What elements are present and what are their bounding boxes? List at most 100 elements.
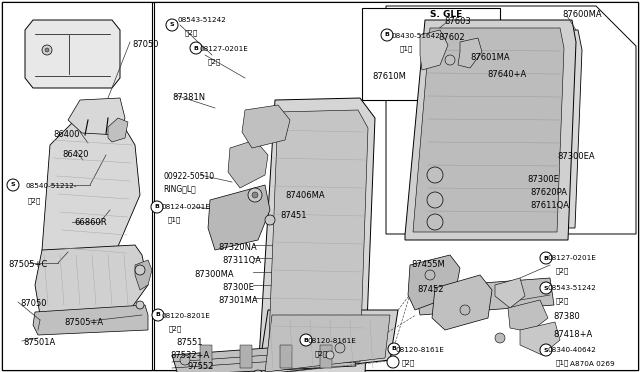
Bar — [2, 2, 152, 370]
Circle shape — [248, 188, 262, 202]
Text: S: S — [544, 285, 548, 291]
Circle shape — [180, 355, 190, 365]
Polygon shape — [413, 28, 564, 232]
Circle shape — [300, 334, 312, 346]
Text: S. GLE: S. GLE — [430, 10, 462, 19]
Polygon shape — [495, 278, 525, 308]
Polygon shape — [108, 118, 128, 142]
Circle shape — [540, 282, 552, 294]
Polygon shape — [420, 30, 448, 70]
Text: 08340-40642: 08340-40642 — [548, 347, 597, 353]
Polygon shape — [268, 110, 368, 365]
Text: 87320NA: 87320NA — [218, 243, 257, 252]
Bar — [200, 345, 212, 368]
Polygon shape — [466, 30, 582, 228]
Text: 87551: 87551 — [176, 338, 202, 347]
Text: 87451: 87451 — [280, 211, 307, 220]
Text: 08124-0201E: 08124-0201E — [161, 204, 210, 210]
Text: 87381N: 87381N — [172, 93, 205, 102]
Text: 87603: 87603 — [444, 17, 471, 26]
Text: 87300EA: 87300EA — [557, 152, 595, 161]
Text: 87300MA: 87300MA — [194, 270, 234, 279]
Polygon shape — [265, 315, 390, 372]
Circle shape — [445, 55, 455, 65]
Polygon shape — [508, 300, 548, 332]
Text: 08543-51242: 08543-51242 — [548, 285, 597, 291]
Polygon shape — [228, 140, 268, 188]
Text: B: B — [155, 205, 159, 209]
Circle shape — [252, 192, 258, 198]
Bar — [362, 8, 500, 100]
Text: 87601MA: 87601MA — [470, 53, 509, 62]
Text: （2）: （2） — [315, 350, 328, 357]
Bar — [73, 35, 108, 74]
Text: 87600MA: 87600MA — [562, 10, 602, 19]
Text: 87640+A: 87640+A — [487, 70, 526, 79]
Circle shape — [265, 215, 275, 225]
Text: 08540-51212-: 08540-51212- — [25, 183, 77, 189]
Text: 87050: 87050 — [132, 40, 159, 49]
Circle shape — [427, 214, 443, 230]
Text: S: S — [544, 347, 548, 353]
Text: （2）: （2） — [28, 197, 42, 203]
Polygon shape — [258, 98, 375, 372]
Text: （1）: （1） — [400, 45, 413, 52]
Text: 08543-51242: 08543-51242 — [178, 17, 227, 23]
Circle shape — [135, 265, 145, 275]
Circle shape — [166, 19, 178, 31]
Circle shape — [136, 301, 144, 309]
Circle shape — [495, 333, 505, 343]
Circle shape — [427, 192, 443, 208]
Text: 87300E: 87300E — [222, 283, 254, 292]
Text: （1）: （1） — [168, 216, 181, 222]
Polygon shape — [35, 245, 148, 315]
Circle shape — [151, 201, 163, 213]
Circle shape — [381, 29, 393, 41]
Text: 97552: 97552 — [187, 362, 213, 371]
Circle shape — [190, 42, 202, 54]
Circle shape — [152, 309, 164, 321]
Text: 87380: 87380 — [553, 312, 580, 321]
Text: B: B — [392, 346, 396, 352]
Text: B: B — [543, 256, 548, 260]
Text: 87602: 87602 — [438, 33, 465, 42]
Text: 08127-0201E: 08127-0201E — [200, 46, 249, 52]
Bar — [38, 56, 55, 72]
Text: B: B — [156, 312, 161, 317]
Text: 08430-51642: 08430-51642 — [392, 33, 441, 39]
Polygon shape — [135, 260, 152, 290]
Circle shape — [45, 48, 49, 52]
Text: 87620PA: 87620PA — [530, 188, 567, 197]
Circle shape — [388, 343, 400, 355]
Polygon shape — [386, 6, 636, 234]
Text: 87418+A: 87418+A — [553, 330, 592, 339]
Text: 87300E: 87300E — [527, 175, 559, 184]
Text: 86420: 86420 — [62, 150, 88, 159]
Polygon shape — [520, 322, 560, 355]
Text: 87406MA: 87406MA — [285, 191, 324, 200]
Text: 87050: 87050 — [20, 299, 47, 308]
Text: （2）: （2） — [208, 58, 221, 65]
Text: 87505+C: 87505+C — [8, 260, 47, 269]
Text: （2）: （2） — [556, 267, 570, 274]
Text: （2）: （2） — [402, 359, 415, 366]
Text: 87610M: 87610M — [372, 72, 406, 81]
Text: S: S — [11, 183, 15, 187]
Circle shape — [540, 344, 552, 356]
Circle shape — [326, 351, 334, 359]
Text: 08127-0201E: 08127-0201E — [548, 255, 597, 261]
Polygon shape — [68, 98, 125, 135]
Bar — [280, 345, 292, 368]
Polygon shape — [258, 310, 398, 372]
Text: B: B — [303, 337, 308, 343]
Circle shape — [387, 356, 399, 368]
Text: （2）: （2） — [185, 29, 198, 36]
Text: 08120-8161E: 08120-8161E — [395, 347, 444, 353]
Text: A870A 0269: A870A 0269 — [570, 361, 614, 367]
Polygon shape — [415, 278, 554, 315]
Circle shape — [540, 252, 552, 264]
Polygon shape — [242, 105, 290, 148]
Polygon shape — [33, 305, 148, 335]
Circle shape — [253, 370, 263, 372]
Circle shape — [42, 45, 52, 55]
